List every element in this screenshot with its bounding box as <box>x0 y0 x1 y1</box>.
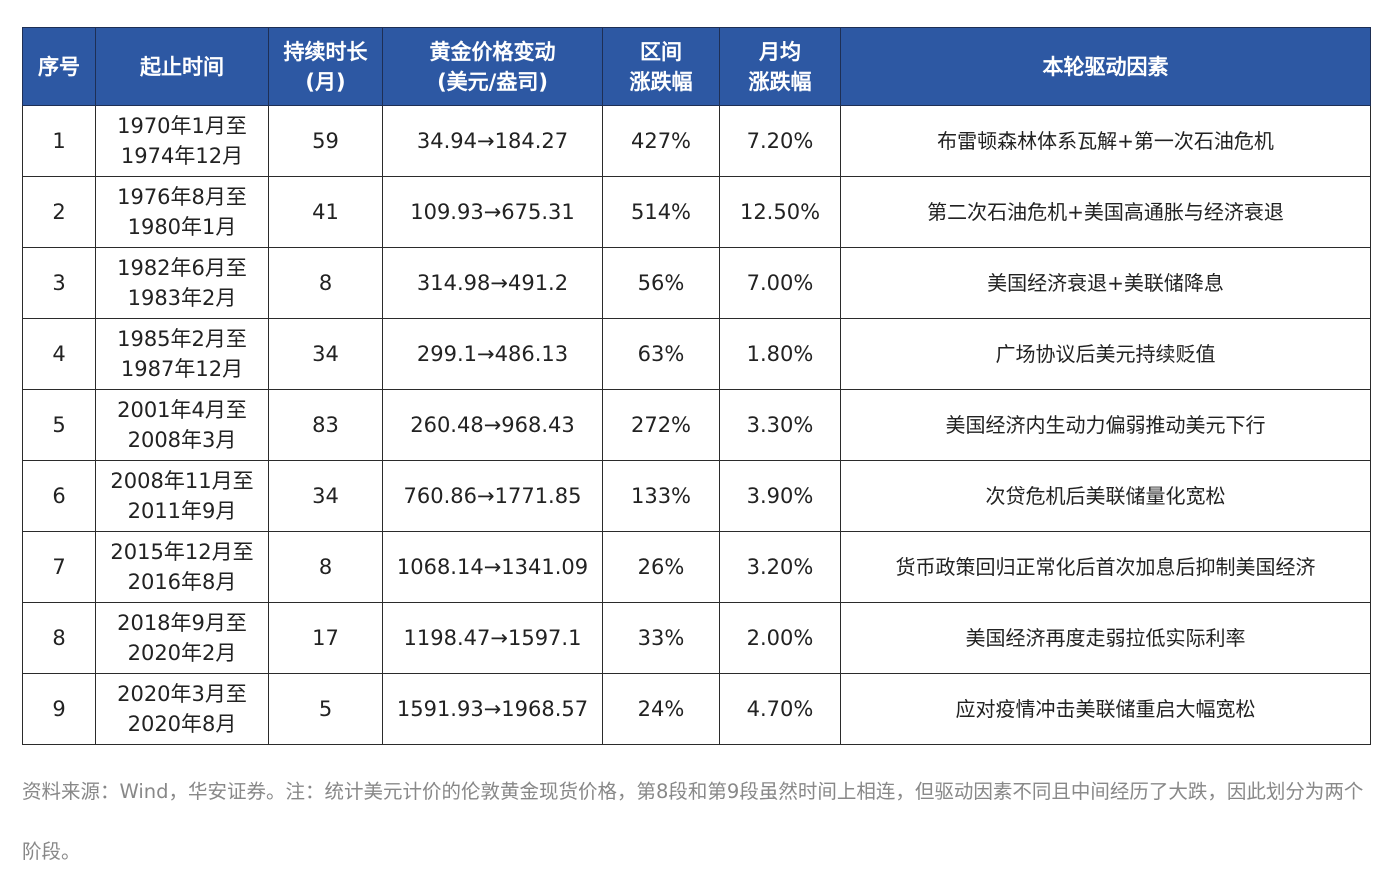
cell-period: 2001年4月至 2008年3月 <box>95 389 269 461</box>
cell-monthly-change: 3.30% <box>719 389 841 461</box>
cell-index: 4 <box>22 318 96 390</box>
table-row: 2 1976年8月至 1980年1月 41 109.93→675.31 514% 12.5… <box>22 176 1371 248</box>
header-period: 起止时间 <box>95 27 269 106</box>
cell-price-change: 260.48→968.43 <box>382 389 603 461</box>
cell-range-change: 56% <box>602 247 720 319</box>
cell-price-change: 760.86→1771.85 <box>382 460 603 532</box>
cell-period: 2015年12月至 2016年8月 <box>95 531 269 603</box>
cell-monthly-change: 7.00% <box>719 247 841 319</box>
cell-period: 2020年3月至 2020年8月 <box>95 673 269 745</box>
cell-duration: 41 <box>268 176 383 248</box>
cell-duration: 8 <box>268 531 383 603</box>
table-row: 4 1985年2月至 1987年12月 34 299.1→486.13 63% 1.80%… <box>22 318 1371 390</box>
cell-period: 2008年11月至 2011年9月 <box>95 460 269 532</box>
cell-duration: 8 <box>268 247 383 319</box>
cell-period: 1976年8月至 1980年1月 <box>95 176 269 248</box>
cell-drivers: 美国经济内生动力偏弱推动美元下行 <box>840 389 1371 461</box>
cell-range-change: 33% <box>602 602 720 674</box>
cell-range-change: 272% <box>602 389 720 461</box>
cell-drivers: 次贷危机后美联储量化宽松 <box>840 460 1371 532</box>
gold-rally-table: 序号 起止时间 持续时长 (月) 黄金价格变动 (美元/盎司) 区间 涨跌幅 月均 涨跌幅… <box>22 27 1371 745</box>
cell-duration: 34 <box>268 460 383 532</box>
cell-range-change: 63% <box>602 318 720 390</box>
header-range-change: 区间 涨跌幅 <box>602 27 720 106</box>
cell-price-change: 109.93→675.31 <box>382 176 603 248</box>
table-row: 3 1982年6月至 1983年2月 8 314.98→491.2 56% 7.00% 美国… <box>22 247 1371 319</box>
header-price-change: 黄金价格变动 (美元/盎司) <box>382 27 603 106</box>
cell-price-change: 1068.14→1341.09 <box>382 531 603 603</box>
cell-drivers: 广场协议后美元持续贬值 <box>840 318 1371 390</box>
cell-monthly-change: 2.00% <box>719 602 841 674</box>
source-note: 资料来源：Wind，华安证券。注：统计美元计价的伦敦黄金现货价格，第8段和第9段… <box>22 780 1364 863</box>
cell-monthly-change: 7.20% <box>719 105 841 177</box>
cell-range-change: 26% <box>602 531 720 603</box>
cell-index: 1 <box>22 105 96 177</box>
cell-drivers: 布雷顿森林体系瓦解+第一次石油危机 <box>840 105 1371 177</box>
cell-index: 5 <box>22 389 96 461</box>
cell-price-change: 1198.47→1597.1 <box>382 602 603 674</box>
cell-period: 1982年6月至 1983年2月 <box>95 247 269 319</box>
cell-duration: 59 <box>268 105 383 177</box>
cell-range-change: 133% <box>602 460 720 532</box>
table-row: 1 1970年1月至 1974年12月 59 34.94→184.27 427% 7.20… <box>22 105 1371 177</box>
cell-monthly-change: 1.80% <box>719 318 841 390</box>
table-row: 5 2001年4月至 2008年3月 83 260.48→968.43 272% 3.30… <box>22 389 1371 461</box>
cell-drivers: 第二次石油危机+美国高通胀与经济衰退 <box>840 176 1371 248</box>
header-index: 序号 <box>22 27 96 106</box>
cell-range-change: 514% <box>602 176 720 248</box>
cell-monthly-change: 3.90% <box>719 460 841 532</box>
cell-price-change: 34.94→184.27 <box>382 105 603 177</box>
cell-period: 1970年1月至 1974年12月 <box>95 105 269 177</box>
cell-monthly-change: 12.50% <box>719 176 841 248</box>
table-row: 6 2008年11月至 2011年9月 34 760.86→1771.85 133% 3.… <box>22 460 1371 532</box>
header-drivers: 本轮驱动因素 <box>840 27 1371 106</box>
cell-price-change: 1591.93→1968.57 <box>382 673 603 745</box>
cell-price-change: 299.1→486.13 <box>382 318 603 390</box>
header-monthly-change: 月均 涨跌幅 <box>719 27 841 106</box>
table-header-row: 序号 起止时间 持续时长 (月) 黄金价格变动 (美元/盎司) 区间 涨跌幅 月均 涨跌幅… <box>22 27 1371 106</box>
cell-range-change: 24% <box>602 673 720 745</box>
cell-duration: 83 <box>268 389 383 461</box>
cell-index: 7 <box>22 531 96 603</box>
cell-period: 1985年2月至 1987年12月 <box>95 318 269 390</box>
cell-drivers: 货币政策回归正常化后首次加息后抑制美国经济 <box>840 531 1371 603</box>
table-row: 8 2018年9月至 2020年2月 17 1198.47→1597.1 33% 2.00… <box>22 602 1371 674</box>
cell-monthly-change: 4.70% <box>719 673 841 745</box>
cell-drivers: 应对疫情冲击美联储重启大幅宽松 <box>840 673 1371 745</box>
cell-index: 3 <box>22 247 96 319</box>
table-row: 9 2020年3月至 2020年8月 5 1591.93→1968.57 24% 4.70… <box>22 673 1371 745</box>
cell-index: 9 <box>22 673 96 745</box>
cell-price-change: 314.98→491.2 <box>382 247 603 319</box>
cell-period: 2018年9月至 2020年2月 <box>95 602 269 674</box>
cell-duration: 34 <box>268 318 383 390</box>
cell-duration: 5 <box>268 673 383 745</box>
header-duration: 持续时长 (月) <box>268 27 383 106</box>
cell-index: 8 <box>22 602 96 674</box>
cell-index: 2 <box>22 176 96 248</box>
table-row: 7 2015年12月至 2016年8月 8 1068.14→1341.09 26% 3.2… <box>22 531 1371 603</box>
cell-monthly-change: 3.20% <box>719 531 841 603</box>
cell-index: 6 <box>22 460 96 532</box>
cell-drivers: 美国经济衰退+美联储降息 <box>840 247 1371 319</box>
cell-range-change: 427% <box>602 105 720 177</box>
cell-duration: 17 <box>268 602 383 674</box>
cell-drivers: 美国经济再度走弱拉低实际利率 <box>840 602 1371 674</box>
